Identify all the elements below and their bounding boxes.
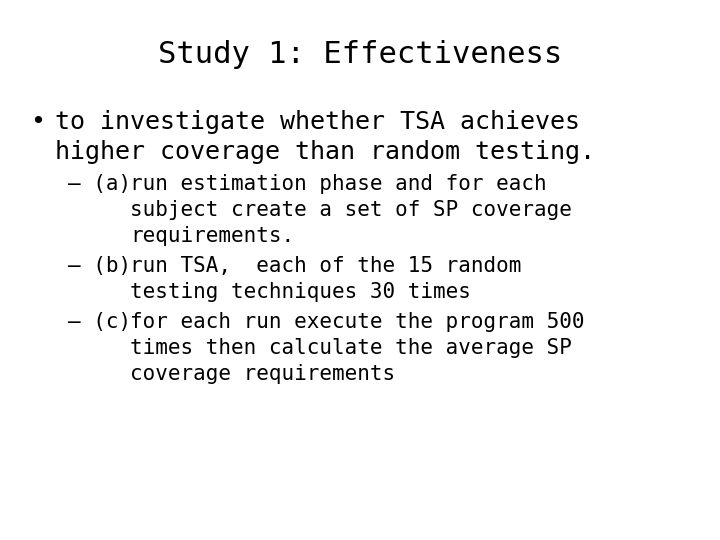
- Text: times then calculate the average SP: times then calculate the average SP: [130, 338, 572, 358]
- Text: – (a): – (a): [68, 174, 144, 194]
- Text: run TSA,  each of the 15 random: run TSA, each of the 15 random: [130, 256, 521, 276]
- Text: Study 1: Effectiveness: Study 1: Effectiveness: [158, 40, 562, 69]
- Text: higher coverage than random testing.: higher coverage than random testing.: [55, 140, 595, 164]
- Text: •: •: [30, 110, 45, 134]
- Text: – (c): – (c): [68, 312, 144, 332]
- Text: to investigate whether TSA achieves: to investigate whether TSA achieves: [55, 110, 580, 134]
- Text: coverage requirements: coverage requirements: [130, 364, 395, 384]
- Text: for each run execute the program 500: for each run execute the program 500: [130, 312, 585, 332]
- Text: subject create a set of SP coverage: subject create a set of SP coverage: [130, 200, 572, 220]
- Text: testing techniques 30 times: testing techniques 30 times: [130, 282, 471, 302]
- Text: requirements.: requirements.: [130, 226, 294, 246]
- Text: run estimation phase and for each: run estimation phase and for each: [130, 174, 546, 194]
- Text: – (b): – (b): [68, 256, 144, 276]
